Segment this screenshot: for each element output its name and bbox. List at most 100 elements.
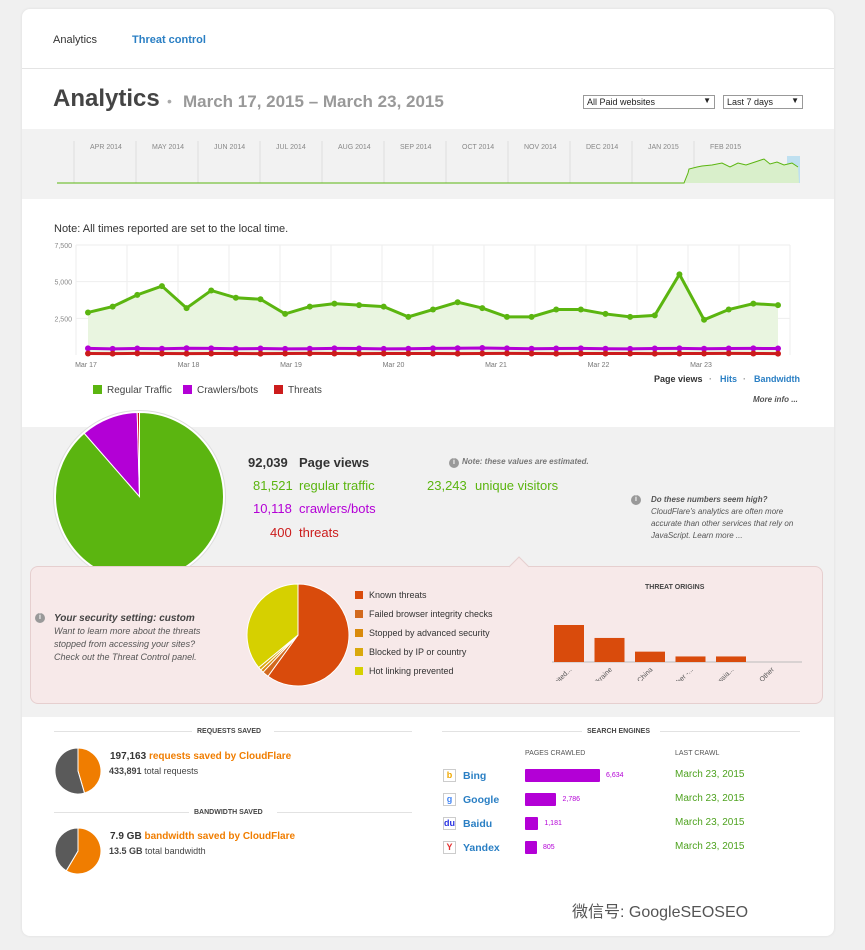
metric-bandwidth[interactable]: Bandwidth xyxy=(754,374,800,384)
data-point[interactable] xyxy=(109,345,116,352)
data-point[interactable] xyxy=(676,271,683,278)
data-point[interactable] xyxy=(602,345,609,352)
data-point[interactable] xyxy=(331,345,338,352)
data-point[interactable] xyxy=(479,344,486,351)
data-point[interactable] xyxy=(528,345,535,352)
data-point[interactable] xyxy=(232,345,239,352)
tab-threat-control[interactable]: Threat control xyxy=(132,34,206,46)
data-point[interactable] xyxy=(701,345,708,352)
data-point[interactable] xyxy=(282,310,289,317)
data-point[interactable] xyxy=(676,345,683,352)
data-point[interactable] xyxy=(183,305,190,312)
data-point[interactable] xyxy=(257,350,264,357)
origin-bar[interactable] xyxy=(635,651,665,662)
data-point[interactable] xyxy=(85,345,91,352)
origin-bar[interactable] xyxy=(594,637,625,662)
data-point[interactable] xyxy=(232,350,239,357)
data-point[interactable] xyxy=(775,302,781,309)
data-point[interactable] xyxy=(602,350,609,357)
data-point[interactable] xyxy=(405,313,412,320)
more-info-link[interactable]: More info ... xyxy=(753,395,798,404)
data-point[interactable] xyxy=(725,306,732,313)
data-point[interactable] xyxy=(750,345,757,352)
data-point[interactable] xyxy=(331,300,338,307)
data-point[interactable] xyxy=(85,350,91,357)
data-point[interactable] xyxy=(356,302,363,309)
data-point[interactable] xyxy=(577,306,584,313)
data-point[interactable] xyxy=(306,303,313,310)
data-point[interactable] xyxy=(208,345,215,352)
data-point[interactable] xyxy=(405,350,412,357)
search-engine-name[interactable]: Yandex xyxy=(463,842,500,854)
data-point[interactable] xyxy=(405,345,412,352)
origin-bar[interactable] xyxy=(716,656,746,662)
legend-regular[interactable]: Regular Traffic xyxy=(93,385,172,396)
metric-hits[interactable]: Hits xyxy=(720,374,738,384)
traffic-line-chart[interactable]: 7,500 5,000 2,500 Mar 17 Mar 18 Mar 19 Mar 20 M… xyxy=(54,237,804,372)
data-point[interactable] xyxy=(430,345,436,352)
data-point[interactable] xyxy=(503,345,510,352)
data-point[interactable] xyxy=(208,350,215,357)
search-engine-name[interactable]: Bing xyxy=(463,770,487,782)
data-point[interactable] xyxy=(306,345,313,352)
data-point[interactable] xyxy=(775,345,781,352)
data-point[interactable] xyxy=(454,299,461,306)
data-point[interactable] xyxy=(158,283,165,290)
data-point[interactable] xyxy=(380,303,387,310)
data-point[interactable] xyxy=(454,350,461,357)
data-point[interactable] xyxy=(750,350,757,357)
data-point[interactable] xyxy=(676,350,683,357)
legend-threats[interactable]: Threats xyxy=(274,385,322,396)
data-point[interactable] xyxy=(109,303,116,310)
data-point[interactable] xyxy=(430,350,436,357)
data-point[interactable] xyxy=(479,350,486,357)
data-point[interactable] xyxy=(282,350,289,357)
data-point[interactable] xyxy=(380,350,387,357)
data-point[interactable] xyxy=(183,350,190,357)
data-point[interactable] xyxy=(85,309,91,316)
data-point[interactable] xyxy=(775,350,781,357)
data-point[interactable] xyxy=(627,313,634,320)
data-point[interactable] xyxy=(257,296,264,303)
data-point[interactable] xyxy=(134,350,141,357)
data-point[interactable] xyxy=(701,350,708,357)
data-point[interactable] xyxy=(356,350,363,357)
data-point[interactable] xyxy=(627,345,634,352)
data-point[interactable] xyxy=(158,345,165,352)
data-point[interactable] xyxy=(553,345,560,352)
data-point[interactable] xyxy=(257,345,264,352)
search-engine-name[interactable]: Baidu xyxy=(463,818,493,830)
data-point[interactable] xyxy=(503,313,510,320)
data-point[interactable] xyxy=(503,350,510,357)
data-point[interactable] xyxy=(725,350,732,357)
data-point[interactable] xyxy=(430,306,436,313)
data-point[interactable] xyxy=(701,316,708,323)
data-point[interactable] xyxy=(553,306,560,313)
data-point[interactable] xyxy=(577,350,584,357)
data-point[interactable] xyxy=(651,350,658,357)
data-point[interactable] xyxy=(577,345,584,352)
data-point[interactable] xyxy=(725,345,732,352)
data-point[interactable] xyxy=(331,350,338,357)
data-point[interactable] xyxy=(158,350,165,357)
data-point[interactable] xyxy=(356,345,363,352)
numbers-high-text[interactable]: CloudFlare's analytics are often more ac… xyxy=(651,507,794,540)
data-point[interactable] xyxy=(134,345,141,352)
data-point[interactable] xyxy=(454,345,461,352)
period-select[interactable]: Last 7 days ▼ xyxy=(723,95,803,109)
security-setting-desc[interactable]: Want to learn more about the threats sto… xyxy=(54,626,201,662)
data-point[interactable] xyxy=(750,300,757,307)
data-point[interactable] xyxy=(528,313,535,320)
origin-bar[interactable] xyxy=(675,656,706,662)
data-point[interactable] xyxy=(651,345,658,352)
legend-crawlers[interactable]: Crawlers/bots xyxy=(183,385,258,396)
data-point[interactable] xyxy=(109,350,116,357)
data-point[interactable] xyxy=(627,350,634,357)
data-point[interactable] xyxy=(208,287,215,294)
metric-page-views[interactable]: Page views xyxy=(654,374,703,384)
search-engine-name[interactable]: Google xyxy=(463,794,500,806)
data-point[interactable] xyxy=(602,310,609,317)
data-point[interactable] xyxy=(232,294,239,301)
data-point[interactable] xyxy=(134,291,141,298)
site-select[interactable]: All Paid websites ▼ xyxy=(583,95,715,109)
